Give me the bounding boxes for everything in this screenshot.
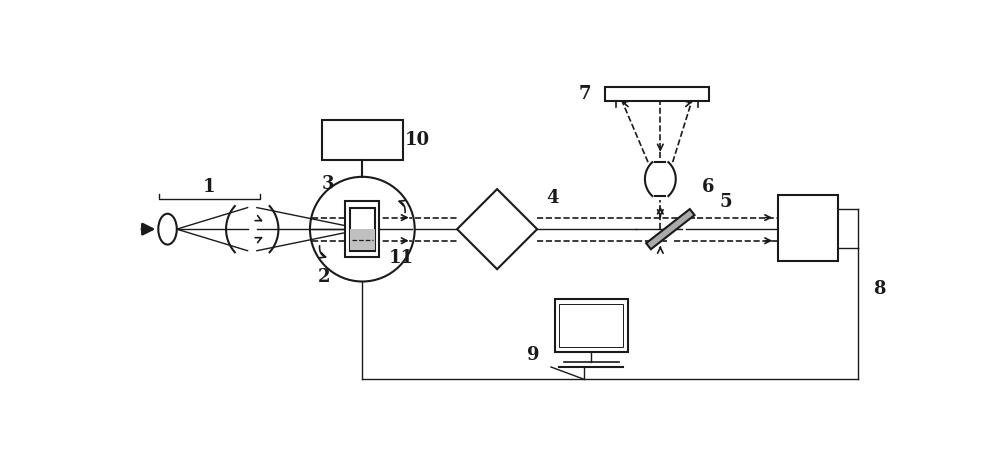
Text: 4: 4 [546,189,559,207]
Text: 10: 10 [405,131,430,149]
Bar [559,304,623,347]
Bar [322,120,403,160]
Text: 5: 5 [719,193,732,211]
Bar [605,87,709,101]
Text: 7: 7 [579,85,591,103]
Bar [350,207,375,251]
Bar [555,299,628,352]
Text: 2: 2 [318,268,330,286]
Bar [350,229,375,250]
Ellipse shape [158,214,177,245]
Text: 9: 9 [527,347,540,364]
Text: 6: 6 [702,178,714,196]
Text: 8: 8 [874,280,886,298]
Text: 3: 3 [321,175,334,193]
Text: 1: 1 [203,178,215,196]
Bar [778,195,838,261]
Text: 11: 11 [388,250,413,267]
Polygon shape [646,209,695,249]
Bar [345,202,379,257]
